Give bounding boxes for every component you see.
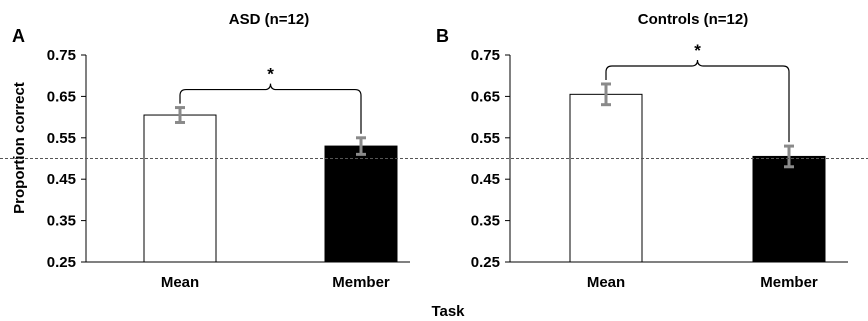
panel-label-b: B xyxy=(436,26,449,46)
panel-title-controls: Controls (n=12) xyxy=(638,11,748,28)
category-label: Member xyxy=(332,274,390,291)
significance-star: * xyxy=(267,65,274,84)
bar-member xyxy=(324,145,398,263)
panel-label-a: A xyxy=(12,26,25,46)
y-axis-label: Proportion correct xyxy=(11,82,28,214)
panel-title-asd: ASD (n=12) xyxy=(229,11,309,28)
x-axis-label: Task xyxy=(431,303,465,320)
y-tick-label: 0.35 xyxy=(471,213,500,230)
y-tick-label: 0.65 xyxy=(471,88,500,105)
bar-mean xyxy=(143,114,217,263)
y-tick-label: 0.45 xyxy=(47,171,76,188)
significance-star: * xyxy=(694,41,701,60)
panel-controls: B Controls (n=12) 0.75 0.65 0.55 0.45 0.35 0.… xyxy=(436,11,868,291)
bar-member xyxy=(752,155,826,263)
y-tick-label: 0.35 xyxy=(47,213,76,230)
y-tick-label: 0.55 xyxy=(47,130,76,147)
significance-bracket xyxy=(179,83,362,134)
bar-mean xyxy=(569,93,643,263)
significance-bracket xyxy=(605,59,790,143)
category-label: Member xyxy=(760,274,818,291)
y-tick-label: 0.75 xyxy=(471,47,500,64)
y-tick-label: 0.65 xyxy=(47,88,76,105)
category-label: Mean xyxy=(161,274,199,291)
panel-asd: A ASD (n=12) 0.75 0.65 0.55 0.45 0.35 0.25 Mea… xyxy=(0,11,436,291)
y-tick-label: 0.45 xyxy=(471,171,500,188)
category-label: Mean xyxy=(587,274,625,291)
y-tick-label: 0.55 xyxy=(471,130,500,147)
y-tick-label: 0.75 xyxy=(47,47,76,64)
y-tick-label: 0.25 xyxy=(471,254,500,271)
y-tick-label: 0.25 xyxy=(47,254,76,271)
